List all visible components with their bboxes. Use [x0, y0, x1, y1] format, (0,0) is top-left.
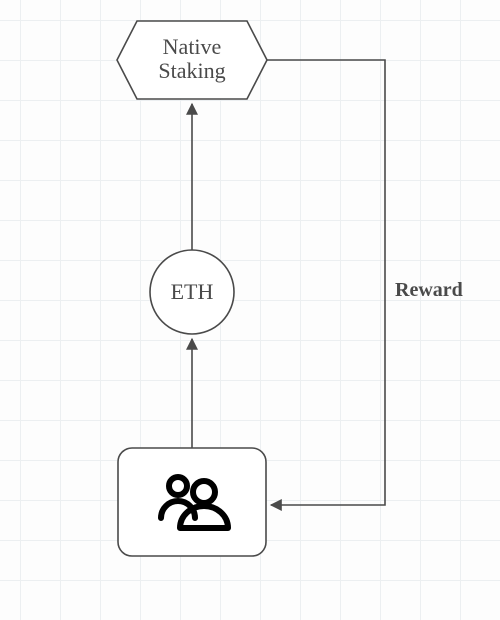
edge-reward	[267, 60, 385, 505]
native-staking-label-1: Native	[163, 34, 222, 59]
native-staking-label-2: Staking	[158, 58, 225, 83]
diagram-canvas: Reward Native Staking ETH	[0, 0, 500, 620]
eth-label: ETH	[171, 279, 214, 304]
node-users	[118, 448, 266, 556]
edge-reward-label: Reward	[395, 279, 463, 301]
